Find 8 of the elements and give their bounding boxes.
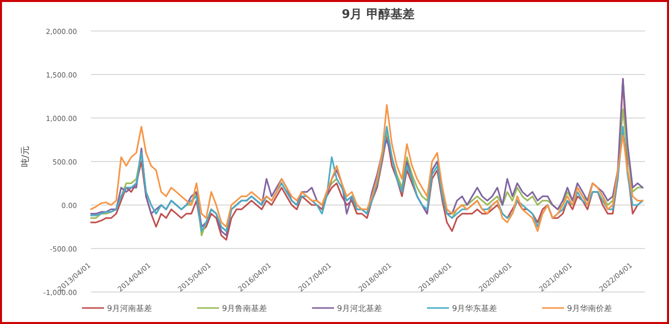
legend-label: 9月河南基差 [107,304,152,313]
chart-title: 9月 甲醇基差 [342,7,414,21]
legend-label: 9月河北基差 [337,304,382,313]
legend-label: 9月华东基差 [452,304,498,313]
line-series [90,126,644,232]
legend-label: 9月鲁南基差 [222,304,268,313]
y-axis-title: 吨/元 [20,146,31,168]
legend-label: 9月华南价差 [567,304,612,313]
